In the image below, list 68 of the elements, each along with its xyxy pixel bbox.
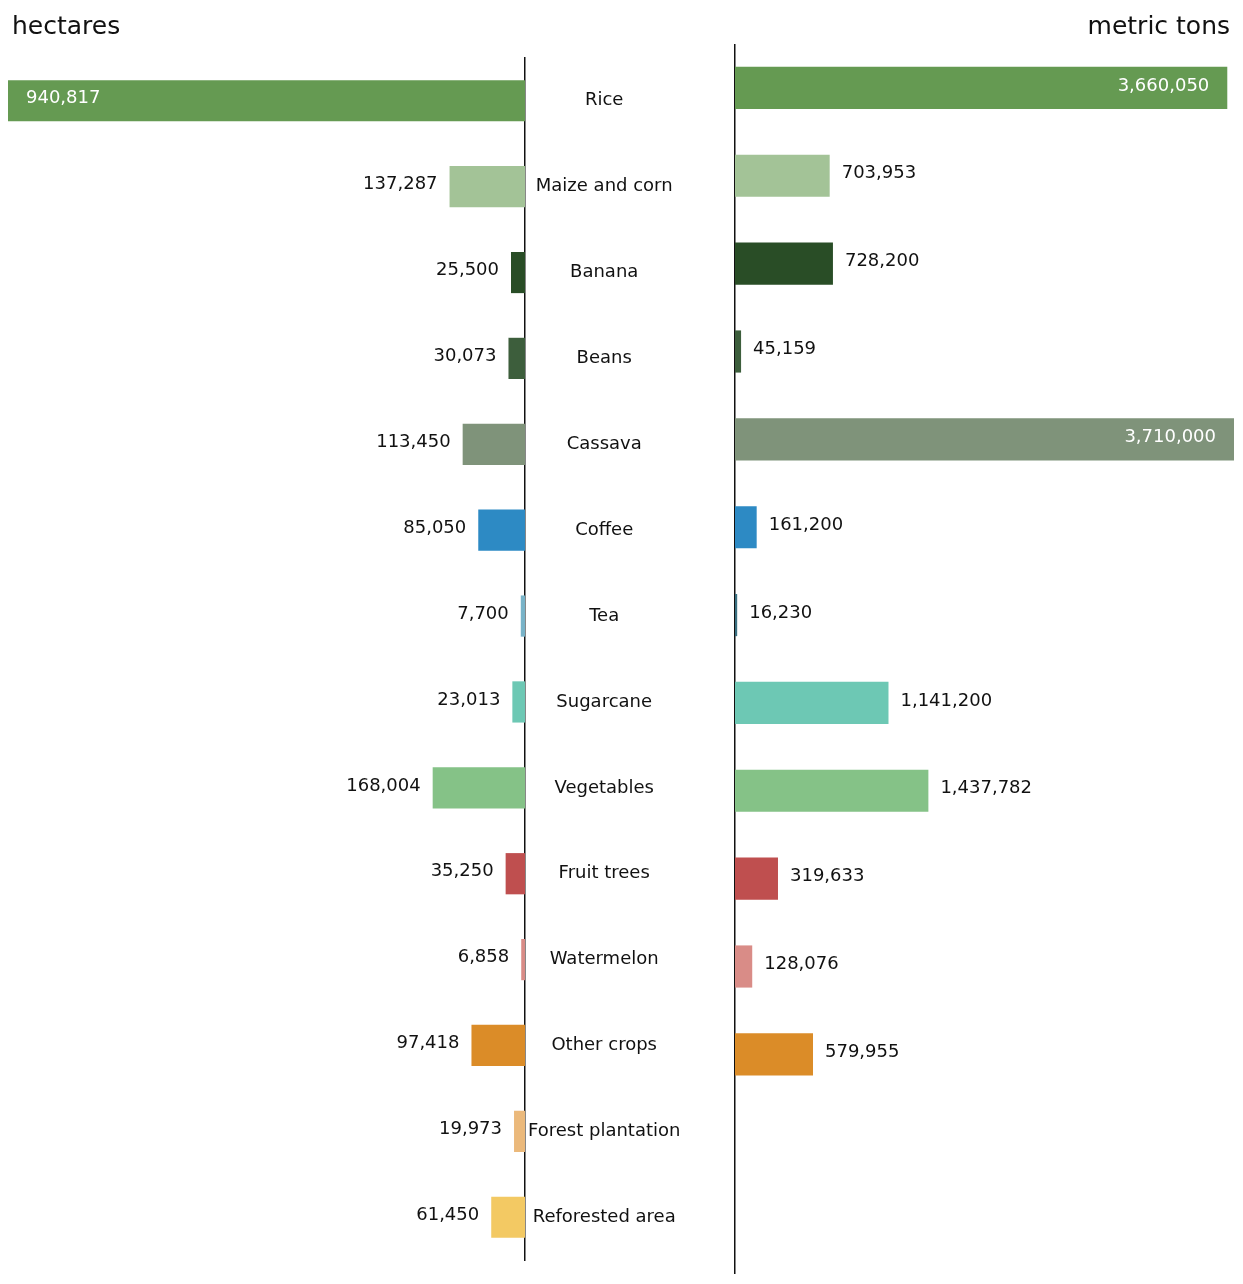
y-tick-label: Beans [576,346,632,368]
data-label: 703,953 [841,161,917,183]
y-tick-label: Tea [588,603,620,625]
bar [735,418,1234,461]
data-label: 128,076 [764,952,839,974]
data-label: 161,200 [768,512,844,534]
bar [735,593,738,637]
data-label: 940,817 [26,86,101,108]
data-label: 6,858 [457,945,510,967]
y-tick-label: Coffee [575,517,634,539]
data-label: 19,973 [439,1117,503,1139]
bar [471,1024,525,1067]
y-tick-label: Reforested area [532,1204,676,1226]
y-tick-label: Banana [570,260,639,282]
data-label: 23,013 [437,687,501,709]
x-axis-title: metric tons [1086,10,1231,42]
y-tick-label: Fruit trees [558,861,650,883]
data-label: 35,250 [430,859,494,881]
y-tick-label: Maize and corn [535,174,673,196]
bar [449,166,525,208]
bar [510,251,525,294]
data-label: 3,710,000 [1124,425,1216,447]
y-tick-label: Other crops [551,1033,657,1055]
data-label: 728,200 [844,249,920,271]
bar [735,330,742,373]
bar [735,242,833,285]
bar [735,1033,814,1076]
data-label: 113,450 [376,429,451,451]
bar [508,337,525,380]
data-label: 3,660,050 [1117,73,1210,95]
bar [520,595,525,637]
data-label: 1,437,782 [940,776,1032,798]
bar [8,80,525,122]
data-label: 85,050 [403,515,467,537]
data-label: 61,450 [416,1202,480,1224]
bar [512,681,525,723]
data-label: 168,004 [346,773,421,795]
y-tick-label: Vegetables [554,775,654,797]
data-label: 7,700 [457,601,509,623]
data-label: 319,633 [789,864,865,886]
bar [735,66,1228,110]
bar [735,506,757,549]
y-tick-label: Forest plantation [527,1119,681,1141]
x-axis-title: hectares [11,10,122,42]
data-label: 45,159 [753,337,817,359]
data-label: 97,418 [396,1031,460,1053]
bar [462,423,525,465]
bar [735,945,753,988]
data-label: 25,500 [436,258,499,280]
bar [478,509,525,551]
data-label: 579,955 [825,1040,900,1062]
bar [735,681,889,725]
bar [505,853,525,895]
data-label: 30,073 [433,344,497,366]
data-label: 1,141,200 [900,688,993,710]
bar [521,938,525,981]
bar [735,769,929,812]
data-label: 137,287 [363,172,438,194]
bar [735,154,830,197]
y-tick-label: Watermelon [549,947,659,969]
y-tick-label: Cassava [566,431,642,453]
bar [432,767,525,809]
bar [514,1110,525,1152]
bar [491,1196,525,1238]
data-label: 16,230 [749,600,813,622]
y-tick-label: Rice [584,88,624,110]
y-tick-label: Sugarcane [556,689,653,711]
bar [735,857,778,900]
